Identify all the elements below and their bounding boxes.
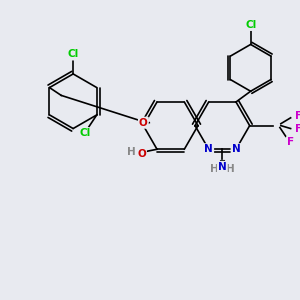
Text: F: F bbox=[295, 124, 300, 134]
Text: Cl: Cl bbox=[68, 50, 79, 59]
Text: N: N bbox=[204, 144, 213, 154]
Text: O: O bbox=[139, 118, 148, 128]
Text: H: H bbox=[226, 164, 235, 174]
Text: H: H bbox=[127, 147, 136, 157]
Text: F: F bbox=[287, 137, 294, 147]
Text: F: F bbox=[295, 111, 300, 121]
Text: H: H bbox=[210, 164, 219, 174]
Text: N: N bbox=[232, 144, 240, 154]
Text: O: O bbox=[137, 149, 146, 159]
Text: Cl: Cl bbox=[80, 128, 91, 138]
Text: Cl: Cl bbox=[245, 20, 256, 30]
Text: N: N bbox=[218, 162, 227, 172]
